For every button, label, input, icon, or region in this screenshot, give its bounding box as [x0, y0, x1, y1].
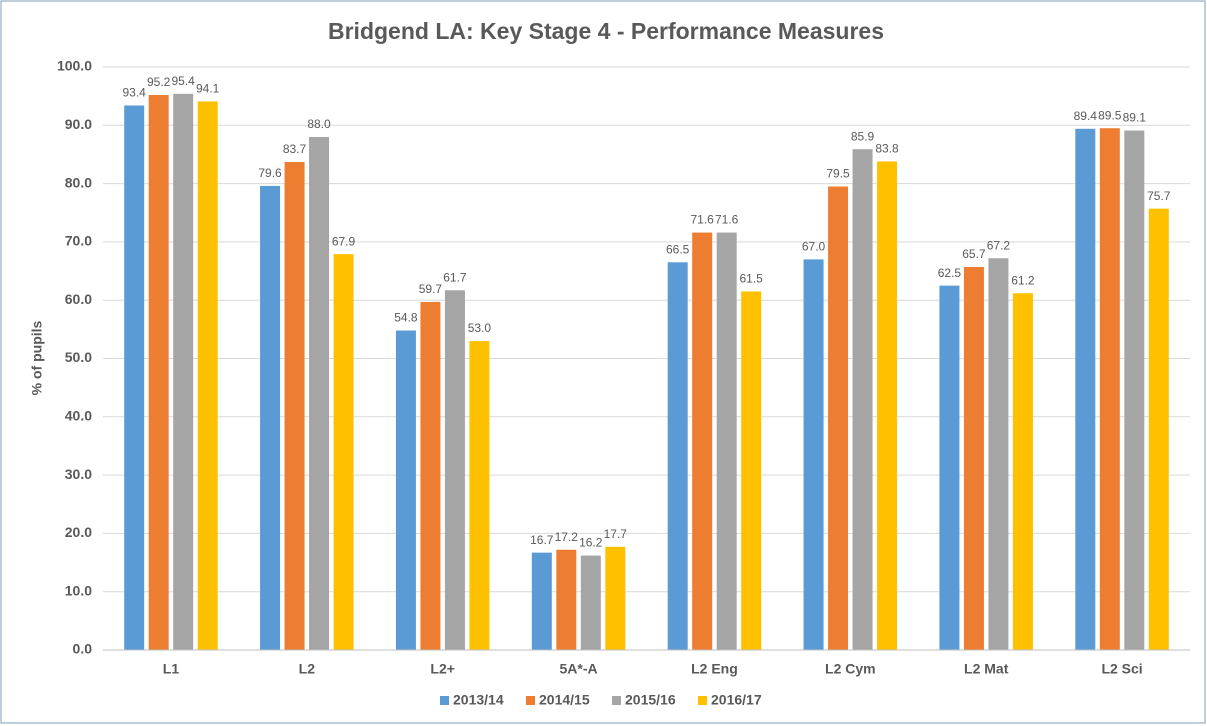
y-tick-label: 100.0: [57, 58, 92, 74]
legend-swatch: [612, 696, 621, 705]
data-label: 75.7: [1147, 189, 1171, 203]
x-tick-label: L2: [299, 661, 316, 677]
bar: [148, 94, 169, 650]
x-tick-label: 5A*-A: [560, 661, 598, 677]
data-label: 54.8: [394, 311, 418, 325]
x-tick-label: L2 Cym: [825, 661, 876, 677]
y-tick-label: 70.0: [65, 233, 92, 249]
bar: [741, 291, 762, 650]
bar: [420, 301, 441, 650]
data-label: 71.6: [715, 213, 739, 227]
bar: [284, 162, 305, 651]
legend-swatch: [698, 696, 707, 705]
bar: [197, 101, 218, 651]
data-label: 71.6: [691, 213, 715, 227]
legend-label: 2015/16: [625, 692, 676, 708]
bar: [939, 285, 960, 650]
bar: [1124, 130, 1145, 650]
bar: [803, 259, 824, 650]
y-tick-label: 50.0: [65, 349, 92, 365]
bar: [1012, 293, 1033, 650]
data-label: 85.9: [851, 129, 875, 143]
bar: [988, 258, 1009, 650]
y-tick-label: 10.0: [65, 582, 92, 598]
bar: [667, 262, 688, 650]
bar: [444, 290, 465, 650]
legend-label: 2013/14: [453, 692, 504, 708]
data-label: 61.2: [1011, 273, 1035, 287]
legend-label: 2014/15: [539, 692, 590, 708]
data-label: 17.2: [555, 530, 579, 544]
data-label: 79.5: [826, 167, 850, 181]
bar: [1148, 208, 1169, 650]
data-label: 94.1: [196, 82, 220, 96]
data-label: 17.7: [604, 527, 628, 541]
data-label: 67.2: [987, 238, 1011, 252]
y-tick-label: 0.0: [73, 641, 93, 657]
bar: [963, 266, 984, 650]
data-label: 66.5: [666, 242, 690, 256]
bar: [124, 105, 145, 650]
data-label: 67.9: [332, 234, 356, 248]
bar: [333, 254, 354, 650]
bar: [1075, 128, 1096, 651]
data-label: 16.2: [579, 536, 603, 550]
bar: [309, 136, 330, 650]
data-label: 89.1: [1123, 111, 1147, 125]
y-tick-label: 40.0: [65, 408, 92, 424]
bar: [692, 232, 713, 650]
x-tick-label: L2+: [430, 661, 455, 677]
data-label: 95.2: [147, 75, 171, 89]
data-label: 83.7: [283, 142, 307, 156]
bar: [260, 185, 281, 650]
data-label: 59.7: [419, 282, 443, 296]
legend-label: 2016/17: [711, 692, 762, 708]
legend-swatch: [526, 696, 535, 705]
x-tick-label: L2 Eng: [691, 661, 738, 677]
y-tick-label: 60.0: [65, 291, 92, 307]
data-label: 89.5: [1098, 108, 1122, 122]
chart-title: Bridgend LA: Key Stage 4 - Performance M…: [328, 18, 884, 44]
data-label: 61.5: [740, 272, 764, 286]
bar: [469, 341, 490, 650]
x-tick-label: L1: [163, 661, 180, 677]
data-label: 88.0: [307, 117, 331, 131]
bar: [395, 330, 416, 650]
data-label: 83.8: [875, 142, 899, 156]
data-label: 93.4: [123, 86, 147, 100]
y-tick-label: 20.0: [65, 524, 92, 540]
bar: [531, 552, 552, 650]
y-tick-label: 80.0: [65, 174, 92, 190]
data-label: 53.0: [468, 321, 492, 335]
bar: [852, 149, 873, 650]
bar: [580, 555, 601, 650]
bar: [716, 232, 737, 650]
bar: [556, 549, 577, 650]
data-label: 65.7: [962, 247, 986, 261]
y-tick-label: 90.0: [65, 116, 92, 132]
x-tick-label: L2 Mat: [964, 661, 1009, 677]
bar: [1099, 128, 1120, 651]
data-label: 95.4: [172, 74, 196, 88]
legend-swatch: [440, 696, 449, 705]
bar: [828, 186, 849, 650]
data-label: 16.7: [530, 533, 554, 547]
data-label: 89.4: [1074, 109, 1098, 123]
data-label: 62.5: [938, 266, 962, 280]
bar: [877, 161, 898, 651]
data-label: 61.7: [443, 270, 467, 284]
data-label: 79.6: [258, 166, 282, 180]
y-tick-label: 30.0: [65, 466, 92, 482]
x-tick-label: L2 Sci: [1101, 661, 1142, 677]
y-axis-label: % of pupils: [29, 320, 45, 395]
data-label: 67.0: [802, 240, 826, 254]
bar: [173, 93, 194, 651]
bar: [605, 546, 626, 650]
